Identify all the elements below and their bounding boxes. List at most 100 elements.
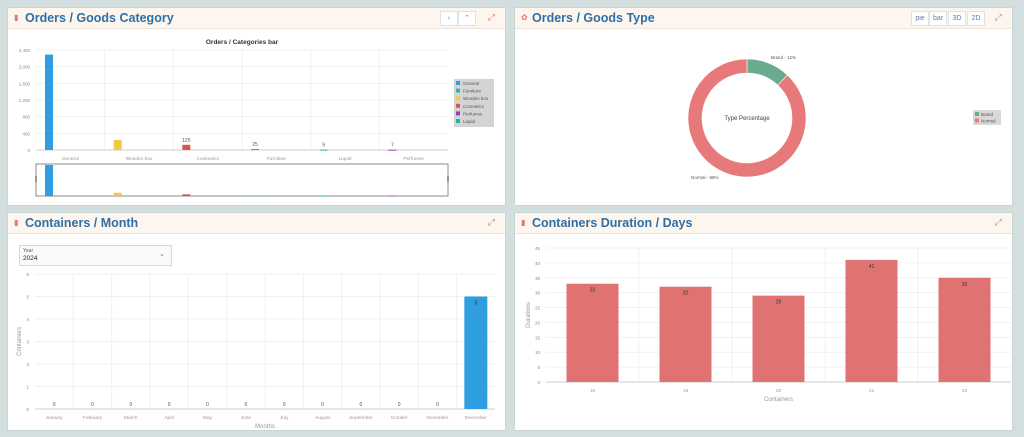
panel-header: ▮ Containers Duration / Days ⤢ [515, 213, 1012, 234]
chart-title: Orders / Categories bar [206, 39, 279, 46]
legend-swatch [456, 111, 460, 116]
data-label: 25 [252, 142, 258, 148]
panel-title: Containers Duration / Days [532, 216, 693, 230]
legend-label: Normal [981, 119, 996, 124]
expand-icon[interactable]: ⤢ [994, 217, 1002, 227]
panel-header: ▮ Orders / Goods Category › ⌃ ⤢ [8, 8, 505, 29]
legend-label: Brand [981, 112, 994, 117]
x-tick-label: April [164, 415, 174, 421]
y-tick-label: 35 [535, 276, 541, 281]
panel-header: ▮ Containers / Month ⤢ [8, 213, 505, 234]
year-select-label: Year [23, 248, 34, 254]
bar [388, 149, 397, 151]
legend-label: Perfumes [463, 111, 483, 116]
legend-label: Wooden box [463, 96, 489, 101]
expand-icon[interactable]: ⤢ [994, 12, 1002, 22]
y-tick-label: 5 [26, 295, 29, 300]
data-label: 0 [206, 402, 209, 408]
next-button[interactable]: › [440, 11, 458, 26]
x-tick-label: 21 [869, 388, 875, 394]
data-label: 0 [91, 402, 94, 408]
bar-chart-icon: ▮ [14, 218, 19, 227]
legend-swatch [456, 88, 460, 93]
data-label: 41 [869, 264, 875, 270]
x-tick-label: December [465, 415, 488, 421]
x-tick-label: Wooden box [126, 156, 153, 162]
bar [113, 140, 122, 150]
containers-duration-chart: 0 5 10 15 20 25 30 35 40 45 18 33 19 32 20 29 21 41 22 35 Co… [526, 246, 1011, 403]
year-select[interactable]: Year 2024 ⌄ [19, 245, 172, 266]
x-tick-label: Liquid [339, 156, 352, 162]
bar [45, 54, 53, 150]
navigator-box [35, 163, 449, 197]
data-label: 0 [321, 402, 324, 408]
chevron-down-icon: ⌄ [159, 251, 165, 258]
y-tick-label: 3 [26, 340, 29, 345]
3d-button[interactable]: 3D [948, 11, 966, 26]
legend-swatch [975, 118, 979, 123]
panel-title: Orders / Goods Type [532, 11, 655, 25]
data-label: 5 [474, 301, 477, 307]
y-tick-label: 5 [537, 365, 540, 370]
x-tick-label: January [46, 415, 64, 421]
expand-icon[interactable]: ⤢ [487, 12, 495, 22]
legend-swatch [456, 103, 460, 108]
data-label: 0 [53, 402, 56, 408]
y-tick-label: 800 [22, 115, 30, 120]
bar-chart-icon: ▮ [14, 13, 19, 22]
goods-type-panel: ✿ Orders / Goods Type pie bar 3D 2D ⤢ Ty… [514, 7, 1013, 206]
y-tick-label: 0 [26, 407, 29, 412]
x-tick-label: March [124, 415, 138, 421]
bar [566, 283, 619, 382]
x-tick-label: June [241, 415, 252, 421]
containers-duration-panel: ▮ Containers Duration / Days ⤢ 0 5 10 15 20 2… [514, 212, 1013, 431]
x-tick-label: Cosmetics [196, 156, 219, 162]
y-tick-label: 0 [537, 380, 540, 385]
legend-swatch [975, 112, 979, 116]
2d-button[interactable]: 2D [967, 11, 985, 26]
data-label: 0 [129, 402, 132, 408]
pie-view-button[interactable]: pie [911, 11, 929, 26]
x-tick-label: August [315, 415, 331, 421]
legend-swatch [456, 119, 460, 123]
x-axis-title: Months [255, 424, 275, 430]
bar [659, 286, 712, 382]
data-label: 29 [776, 300, 782, 306]
x-tick-label: October [391, 415, 408, 421]
data-label: 33 [590, 288, 596, 294]
legend-label: General [463, 81, 479, 86]
x-tick-label: July [280, 415, 289, 421]
navigator-handle-right [447, 176, 449, 182]
x-tick-label: Perfumes [403, 156, 424, 162]
y-tick-label: 25 [535, 306, 541, 311]
bar-view-button[interactable]: bar [929, 11, 947, 26]
y-tick-label: 2,400 [19, 48, 31, 53]
x-axis-title: Containers [764, 397, 793, 403]
y-tick-label: 30 [535, 291, 541, 296]
x-tick-label: September [349, 415, 373, 421]
x-tick-label: 19 [683, 388, 689, 394]
y-tick-label: 4 [26, 317, 29, 322]
navigator-handle-left [35, 176, 37, 182]
orders-categories-chart: Orders / Categories bar 0 400 800 1,200 1,600… [19, 39, 494, 197]
y-tick-label: 2,000 [19, 65, 31, 70]
legend-label: Furniture [463, 89, 482, 94]
data-label: 0 [436, 402, 439, 408]
y-tick-label: 40 [535, 261, 541, 266]
navigator-bar [113, 192, 122, 196]
containers-month-chart: 0 1 2 3 4 5 6 January 0 February 0 March 0 April 0 May 0… [17, 272, 495, 430]
data-label: 35 [962, 282, 968, 288]
data-label: 32 [683, 291, 689, 297]
x-tick-label: November [426, 415, 449, 421]
expand-icon[interactable]: ⤢ [487, 217, 495, 227]
donut-slice [687, 58, 807, 178]
goods-category-panel: ▮ Orders / Goods Category › ⌃ ⤢ Orders /… [7, 7, 506, 206]
donut-center-label: Type Percentage [724, 116, 770, 122]
panel-header: ✿ Orders / Goods Type pie bar 3D 2D ⤢ [515, 8, 1012, 29]
y-tick-label: 1 [26, 385, 29, 390]
y-tick-label: 400 [22, 131, 30, 136]
data-label: 0 [168, 402, 171, 408]
y-tick-label: 1,600 [19, 81, 31, 86]
data-label: 0 [244, 402, 247, 408]
collapse-button[interactable]: ⌃ [458, 11, 476, 26]
